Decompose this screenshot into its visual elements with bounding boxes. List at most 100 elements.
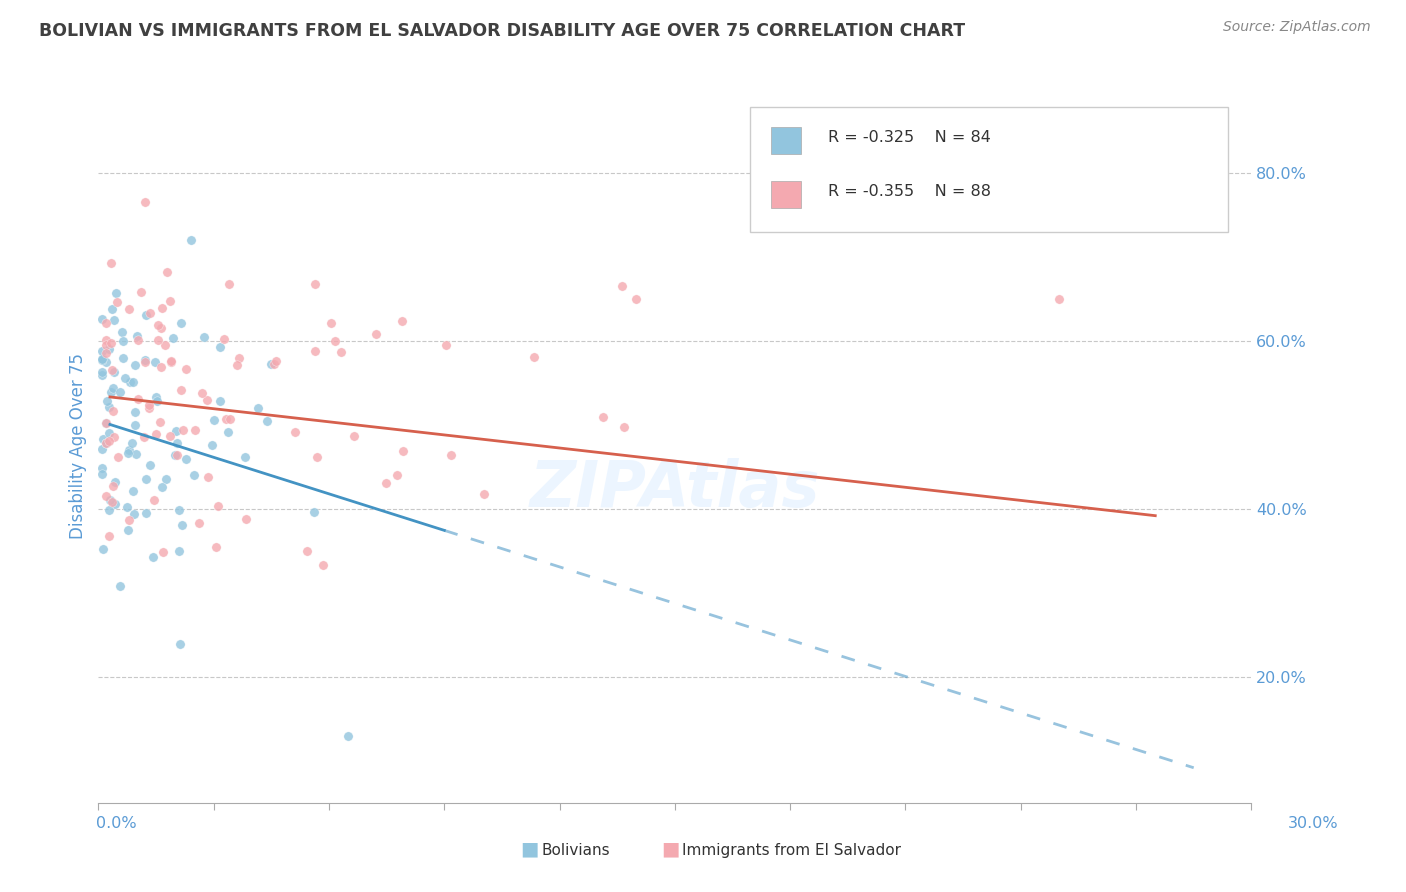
Point [226, 358, 249, 372]
Point [91, 433, 114, 447]
Point [142, 550, 165, 565]
Point [152, 545, 174, 559]
Point [121, 436, 143, 450]
Point [145, 390, 167, 404]
Point [97, 529, 120, 543]
Text: ZIPAtlas: ZIPAtlas [530, 458, 820, 520]
Point [91, 442, 114, 457]
Point [159, 293, 181, 308]
Point [180, 233, 202, 247]
Point [323, 334, 346, 348]
FancyBboxPatch shape [749, 107, 1229, 232]
Point [124, 418, 146, 433]
Text: ■: ■ [520, 839, 538, 858]
Point [150, 360, 173, 375]
Point [117, 445, 139, 459]
Point [148, 415, 170, 429]
Point [176, 451, 198, 466]
Point [235, 512, 257, 526]
Point [153, 338, 176, 352]
Point [218, 277, 240, 292]
Text: ■: ■ [661, 839, 679, 858]
Point [190, 386, 212, 401]
Text: 30.0%: 30.0% [1288, 816, 1339, 831]
Point [100, 385, 122, 400]
Point [107, 450, 129, 465]
Point [91, 352, 114, 367]
Point [150, 480, 173, 494]
Point [125, 328, 148, 343]
Point [330, 345, 353, 359]
Point [146, 393, 169, 408]
Point [91, 351, 114, 366]
Point [283, 425, 305, 439]
Point [626, 292, 648, 306]
Point [170, 316, 193, 330]
Point [159, 354, 181, 368]
Point [305, 450, 328, 464]
Text: Source: ZipAtlas.com: Source: ZipAtlas.com [1223, 20, 1371, 34]
Point [165, 425, 187, 439]
Point [129, 285, 152, 299]
Point [97, 425, 120, 440]
Point [124, 508, 146, 522]
Point [104, 286, 127, 301]
Point [263, 357, 285, 371]
Point [139, 306, 162, 320]
Point [111, 325, 134, 339]
Point [167, 544, 190, 558]
Bar [770, 127, 801, 154]
Point [166, 436, 188, 450]
Point [155, 472, 177, 486]
Text: Immigrants from El Salvador: Immigrants from El Salvador [682, 843, 901, 858]
Point [160, 354, 183, 368]
Point [375, 475, 398, 490]
Point [91, 365, 114, 379]
Point [523, 350, 546, 364]
Point [319, 316, 342, 330]
Point [94, 435, 117, 450]
Text: Bolivians: Bolivians [541, 843, 610, 858]
Point [343, 428, 366, 442]
Point [264, 353, 287, 368]
Point [98, 493, 121, 508]
Point [201, 438, 224, 452]
Point [612, 279, 634, 293]
Point [91, 353, 114, 368]
Point [149, 321, 172, 335]
Point [98, 503, 121, 517]
Point [304, 277, 326, 291]
Point [150, 301, 173, 315]
Point [104, 497, 127, 511]
Point [100, 335, 122, 350]
Point [91, 368, 114, 383]
Point [101, 404, 124, 418]
Point [139, 458, 162, 473]
Point [124, 405, 146, 419]
Point [1047, 292, 1070, 306]
Point [127, 333, 149, 347]
Point [121, 484, 143, 499]
Point [391, 314, 413, 328]
Point [138, 401, 160, 416]
Point [94, 489, 117, 503]
Point [209, 393, 232, 408]
Point [118, 302, 141, 317]
Point [107, 294, 129, 309]
Point [207, 499, 229, 513]
Point [98, 434, 121, 449]
Point [134, 194, 156, 209]
Text: R = -0.355    N = 88: R = -0.355 N = 88 [828, 184, 991, 199]
Point [94, 337, 117, 351]
Text: R = -0.325    N = 84: R = -0.325 N = 84 [828, 129, 991, 145]
Point [117, 500, 139, 515]
Point [101, 363, 124, 377]
Point [111, 351, 134, 365]
Point [256, 414, 278, 428]
Point [118, 376, 141, 390]
Point [295, 543, 318, 558]
Point [117, 513, 139, 527]
Point [101, 495, 124, 509]
Point [101, 301, 124, 316]
Point [214, 332, 236, 346]
